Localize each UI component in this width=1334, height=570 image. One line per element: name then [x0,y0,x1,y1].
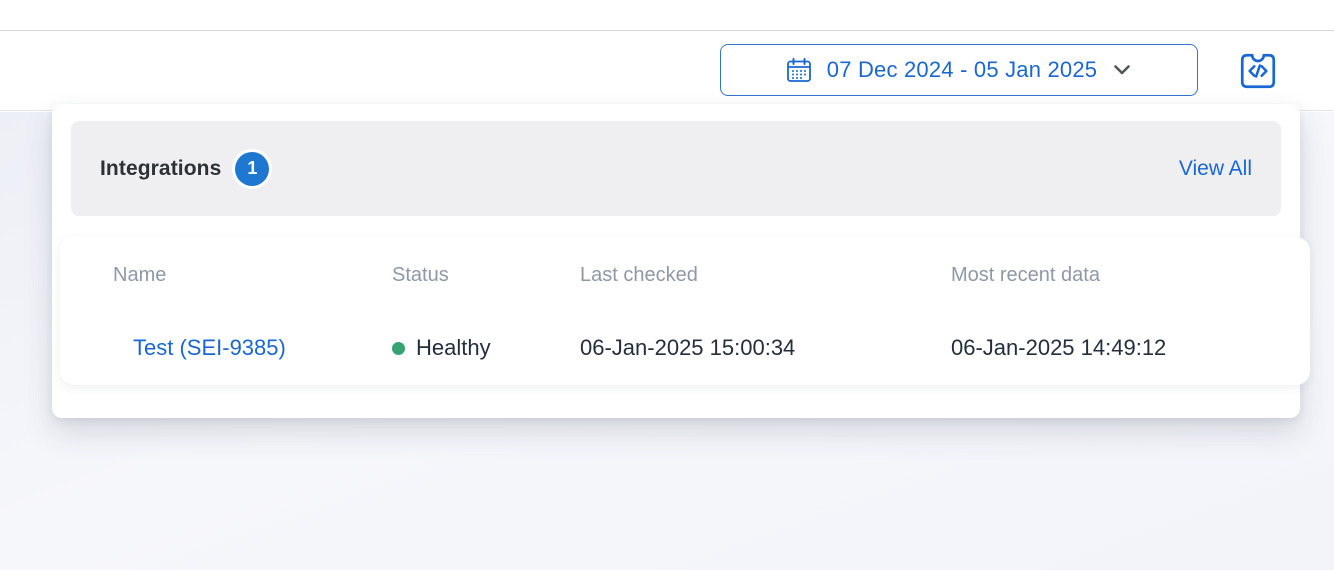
status-label: Healthy [416,335,491,360]
healthy-dot-icon [392,341,405,355]
table-row: Test (SEI-9385) Healthy 06-Jan-2025 15:0… [113,334,1290,362]
most-recent-data-value: 06-Jan-2025 14:49:12 [951,335,1167,360]
integrations-title: Integrations [100,156,222,180]
integrations-popover-header: Integrations 1 View All [71,121,1281,216]
last-checked-value: 06-Jan-2025 15:00:34 [580,335,796,360]
integrations-title-group: Integrations 1 [100,151,270,186]
column-header-most-recent-data: Most recent data [951,264,1100,286]
status-cell: Healthy [392,334,580,362]
top-nav-bar [0,0,1334,31]
integrations-table-header: Name Status Last checked Most recent dat… [113,263,1290,287]
date-range-picker[interactable]: 07 Dec 2024 - 05 Jan 2025 [720,44,1198,96]
column-header-name: Name [113,264,167,286]
integrations-count-badge: 1 [235,151,270,186]
column-header-last-checked: Last checked [580,264,698,286]
code-widget-icon [1237,50,1279,92]
chevron-down-icon [1110,58,1134,82]
view-all-link[interactable]: View All [1178,156,1252,180]
code-widget-button[interactable] [1236,49,1280,93]
calendar-icon [784,55,814,85]
integration-name-link[interactable]: Test (SEI-9385) [133,335,286,360]
date-range-label: 07 Dec 2024 - 05 Jan 2025 [826,57,1098,82]
integrations-table-card: Name Status Last checked Most recent dat… [60,237,1310,385]
column-header-status: Status [392,264,449,286]
